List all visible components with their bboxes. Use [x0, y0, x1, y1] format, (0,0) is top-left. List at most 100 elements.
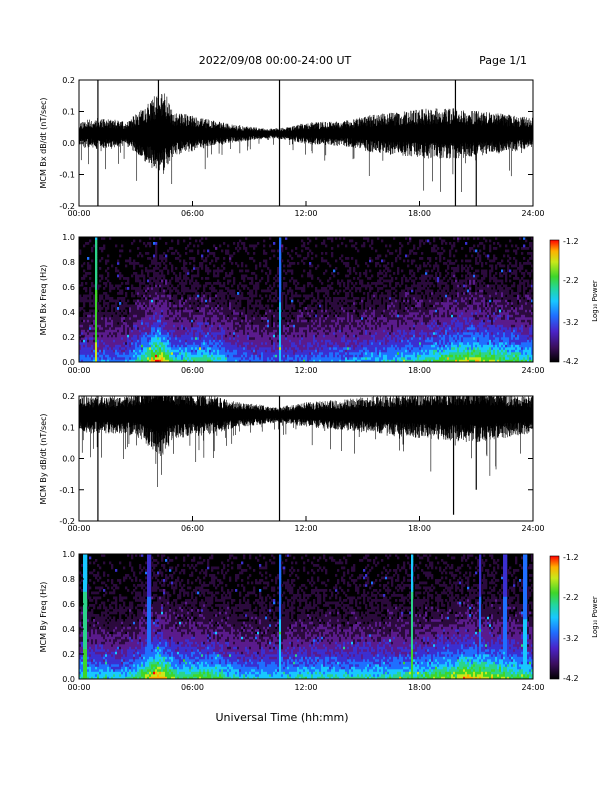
spectrogram-cell: [99, 307, 102, 310]
spectrogram-cell: [129, 339, 132, 343]
spectrogram-cell: [375, 257, 378, 260]
spectrogram-cell: [315, 324, 318, 328]
spectrogram-cell: [241, 264, 244, 268]
spectrogram-cell: [159, 312, 162, 315]
spectrogram-cell: [127, 357, 130, 360]
spectrogram-cell: [385, 352, 388, 355]
spectrogram-cell: [119, 334, 122, 338]
spectrogram-cell: [91, 334, 94, 338]
spectrogram-cell: [197, 327, 200, 330]
spectrogram-cell: [261, 339, 264, 343]
spectrogram-cell: [221, 314, 224, 318]
spectrogram-cell: [171, 264, 174, 268]
spectrogram-cell: [143, 287, 146, 290]
spectrogram-cell: [365, 359, 368, 363]
spectrogram-cell: [279, 334, 282, 338]
spectrogram-cell: [379, 269, 382, 273]
spectrogram-cell: [255, 337, 258, 340]
spectrogram-cell: [95, 334, 98, 338]
spectrogram-cell: [229, 312, 232, 315]
spectrogram-cell: [205, 297, 208, 300]
spectrogram-cell: [179, 307, 182, 310]
spectrogram-cell: [307, 247, 310, 250]
spectrogram-cell: [147, 269, 150, 273]
spectrogram-cell: [303, 357, 306, 360]
spectrogram-cell: [373, 324, 376, 328]
spectrogram-cell: [191, 269, 194, 273]
spectrogram-cell: [193, 339, 196, 343]
spectrogram-cell: [87, 352, 90, 355]
spectrogram-cell: [399, 337, 402, 340]
spectrogram-cell: [227, 352, 230, 355]
spectrogram-cell: [113, 287, 116, 290]
spectrogram-cell: [217, 347, 220, 350]
spectrogram-cell: [353, 324, 356, 328]
spectrogram-cell: [171, 304, 174, 308]
spectrogram-cell: [293, 329, 296, 333]
spectrogram-cell: [223, 294, 226, 298]
spectrogram-cell: [187, 307, 190, 310]
spectrogram-cell: [237, 319, 240, 323]
spectrogram-cell: [177, 344, 180, 348]
spectrogram-cell: [201, 237, 204, 240]
spectrogram-cell: [337, 327, 340, 330]
spectrogram-cell: [385, 294, 388, 298]
spectrogram-cell: [349, 357, 352, 360]
spectrogram-cell: [265, 309, 268, 313]
spectrogram-cell: [265, 327, 268, 330]
spectrogram-cell: [83, 349, 86, 353]
spectrogram-cell: [119, 354, 122, 358]
spectrogram-cell: [325, 359, 328, 363]
spectrogram-cell: [173, 354, 176, 358]
spectrogram-cell: [179, 354, 182, 358]
spectrogram-cell: [193, 274, 196, 278]
spectrogram-cell: [323, 259, 326, 263]
spectrogram-cell: [365, 269, 368, 273]
spectrogram-cell: [243, 337, 246, 340]
spectrogram-cell: [383, 359, 386, 363]
spectrogram-cell: [173, 272, 176, 275]
spectrogram-cell: [199, 317, 202, 320]
spectrogram-cell: [365, 344, 368, 348]
spectrogram-cell: [191, 329, 194, 333]
spectrogram-cell: [281, 352, 284, 355]
spectrogram-cell: [331, 354, 334, 358]
spectrogram-cell: [221, 329, 224, 333]
spectrogram-cell: [195, 359, 198, 363]
spectrogram-cell: [377, 237, 380, 240]
spectrogram-cell: [391, 304, 394, 308]
spectrogram-cell: [195, 327, 198, 330]
spectrogram-cell: [151, 352, 154, 355]
spectrogram-cell: [155, 349, 158, 353]
spectrogram-cell: [349, 272, 352, 275]
spectrogram-cell: [217, 269, 220, 273]
spectrogram-cell: [337, 339, 340, 343]
spectrogram-cell: [123, 307, 126, 310]
spectrogram-cell: [351, 317, 354, 320]
spectrogram-cell: [157, 267, 160, 270]
spectrogram-cell: [217, 337, 220, 340]
spectrogram-cell: [275, 329, 278, 333]
spectrogram-cell: [343, 354, 346, 358]
spectrogram-cell: [313, 339, 316, 343]
spectrogram-cell: [263, 289, 266, 293]
spectrogram-cell: [189, 282, 192, 285]
spectrogram-cell: [331, 349, 334, 353]
spectrogram-cell: [383, 297, 386, 300]
spectrogram-cell: [267, 352, 270, 355]
spectrogram-cell: [253, 259, 256, 263]
spectrogram-cell: [187, 312, 190, 315]
spectrogram-cell: [249, 324, 252, 328]
spectrogram-cell: [399, 349, 402, 353]
spectrogram-cell: [231, 262, 234, 265]
spectrogram-cell: [301, 357, 304, 360]
spectrogram-cell: [211, 319, 214, 323]
spectrogram-cell: [95, 244, 98, 248]
spectrogram-cell: [93, 344, 96, 348]
spectrogram-cell: [347, 299, 350, 303]
spectrogram-cell: [221, 302, 224, 305]
spectrogram-cell: [153, 314, 156, 318]
spectrogram-cell: [357, 297, 360, 300]
spectrogram-cell: [163, 277, 166, 280]
spectrogram-cell: [213, 329, 216, 333]
